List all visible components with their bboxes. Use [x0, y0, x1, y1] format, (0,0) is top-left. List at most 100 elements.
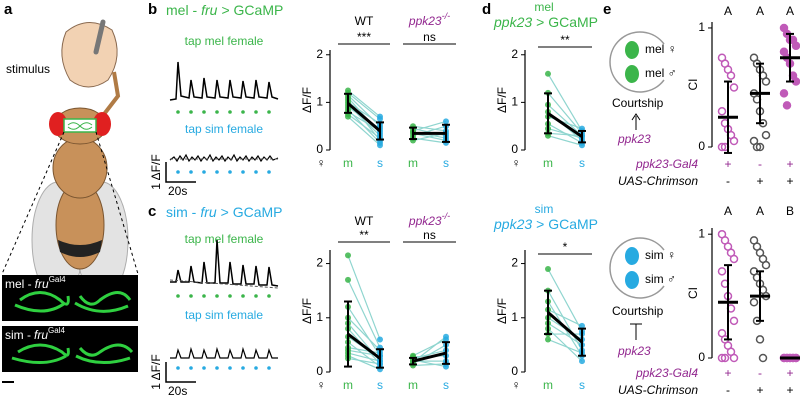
stat-letter: A [786, 4, 794, 18]
pair-line [547, 104, 583, 137]
point [755, 142, 765, 152]
point [545, 70, 551, 77]
fly-label: mel ♀ [645, 42, 677, 56]
trace [170, 239, 279, 287]
y-tick-label: 0 [698, 139, 705, 153]
genotype-mark: - [726, 174, 730, 188]
sex-symbol: ♀ [512, 378, 521, 392]
pair-line [347, 279, 381, 348]
pair-line [347, 347, 381, 354]
mean-line [547, 112, 583, 138]
point [717, 267, 727, 276]
stat-letter: A [724, 204, 732, 218]
trace [169, 61, 279, 101]
category-label: s [377, 378, 383, 392]
fly-icon [625, 247, 639, 265]
tap-dots [176, 110, 271, 114]
point [345, 276, 351, 283]
title-part: mel - [166, 2, 197, 18]
title-part: sim - [166, 204, 197, 220]
y-tick-label: 1 [316, 95, 323, 109]
point [791, 41, 800, 51]
category-label: m [408, 378, 418, 392]
y-axis-label: ΔF/F [495, 298, 509, 324]
stat-letter: A [724, 4, 732, 18]
sig-label: * [563, 240, 568, 254]
label-part: sim - [5, 328, 31, 342]
label-gene: fru [34, 328, 48, 342]
point [443, 118, 449, 125]
mean-line [347, 102, 381, 133]
trace-label: tap mel female [185, 232, 264, 246]
y-axis-label: ΔF/F [300, 298, 314, 324]
group-name: WT [355, 214, 374, 228]
subtitle: sim [535, 202, 554, 216]
sex-symbol: ♀ [317, 378, 326, 392]
mean-line [347, 332, 381, 360]
point [717, 353, 727, 363]
y-tick-label: 0 [698, 350, 705, 364]
pair-line [547, 290, 583, 351]
point [729, 353, 739, 363]
inhibition-bar [630, 323, 642, 340]
title-gene: ppk23 [493, 14, 532, 30]
point [345, 87, 351, 94]
stat-letter: A [756, 204, 764, 218]
pair-line [347, 355, 381, 370]
stat-letter: B [786, 204, 794, 218]
point [782, 101, 792, 110]
pair-line [547, 309, 583, 327]
pair-line [547, 135, 583, 146]
panel-label: a [4, 1, 13, 18]
point [779, 89, 789, 98]
scale-bar [165, 162, 196, 183]
y-axis-label: ΔF/F [495, 87, 509, 113]
category-label: m [408, 156, 418, 170]
stat-letter: A [756, 4, 764, 18]
neurons [14, 291, 132, 313]
category-label: s [443, 378, 449, 392]
y-tick-label: 1 [698, 20, 705, 34]
genotype-label: UAS-Chrimson [618, 383, 698, 397]
label-sup: Gal4 [49, 275, 66, 284]
pair-line [347, 90, 381, 118]
point [729, 254, 739, 264]
point [720, 353, 730, 363]
panel-title: ppk23 > GCaMP [493, 216, 598, 232]
point [752, 142, 762, 152]
panel-label: b [148, 1, 157, 18]
pair-line [412, 336, 447, 363]
sex-symbol: ♀ [317, 156, 326, 170]
y-tick-label: 0 [511, 142, 518, 156]
pair-line [547, 127, 583, 139]
sig-label: ns [423, 30, 436, 44]
point [443, 333, 449, 340]
point [749, 298, 759, 307]
genotype-mark: - [758, 366, 762, 380]
y-axis-label: ΔF/F [300, 87, 314, 113]
point [729, 83, 739, 92]
y-tick-label: 1 [511, 310, 518, 324]
y-axis-label: CI [686, 287, 700, 299]
sig-label: ** [560, 33, 570, 47]
point [717, 107, 727, 116]
sex-symbol: ♀ [512, 156, 521, 170]
trace-label: tap mel female [185, 34, 264, 48]
thorax [52, 137, 108, 199]
point [761, 77, 771, 86]
group-name-part: ppk23 [408, 214, 442, 228]
pair-line [547, 338, 583, 354]
group-name: ppk23-/- [408, 11, 450, 28]
fly-icon [625, 65, 639, 83]
genotype-mark: - [758, 157, 762, 171]
brain-outline [67, 122, 93, 130]
genotype-mark: + [786, 174, 793, 188]
pair-line [547, 73, 583, 132]
point [377, 142, 383, 149]
gene-label: ppk23 [617, 132, 651, 146]
pair-line [412, 363, 447, 367]
pair-line [347, 317, 381, 351]
group-name-sup: -/- [442, 11, 451, 21]
category-label: m [543, 378, 553, 392]
y-tick-label: 0 [316, 364, 323, 378]
